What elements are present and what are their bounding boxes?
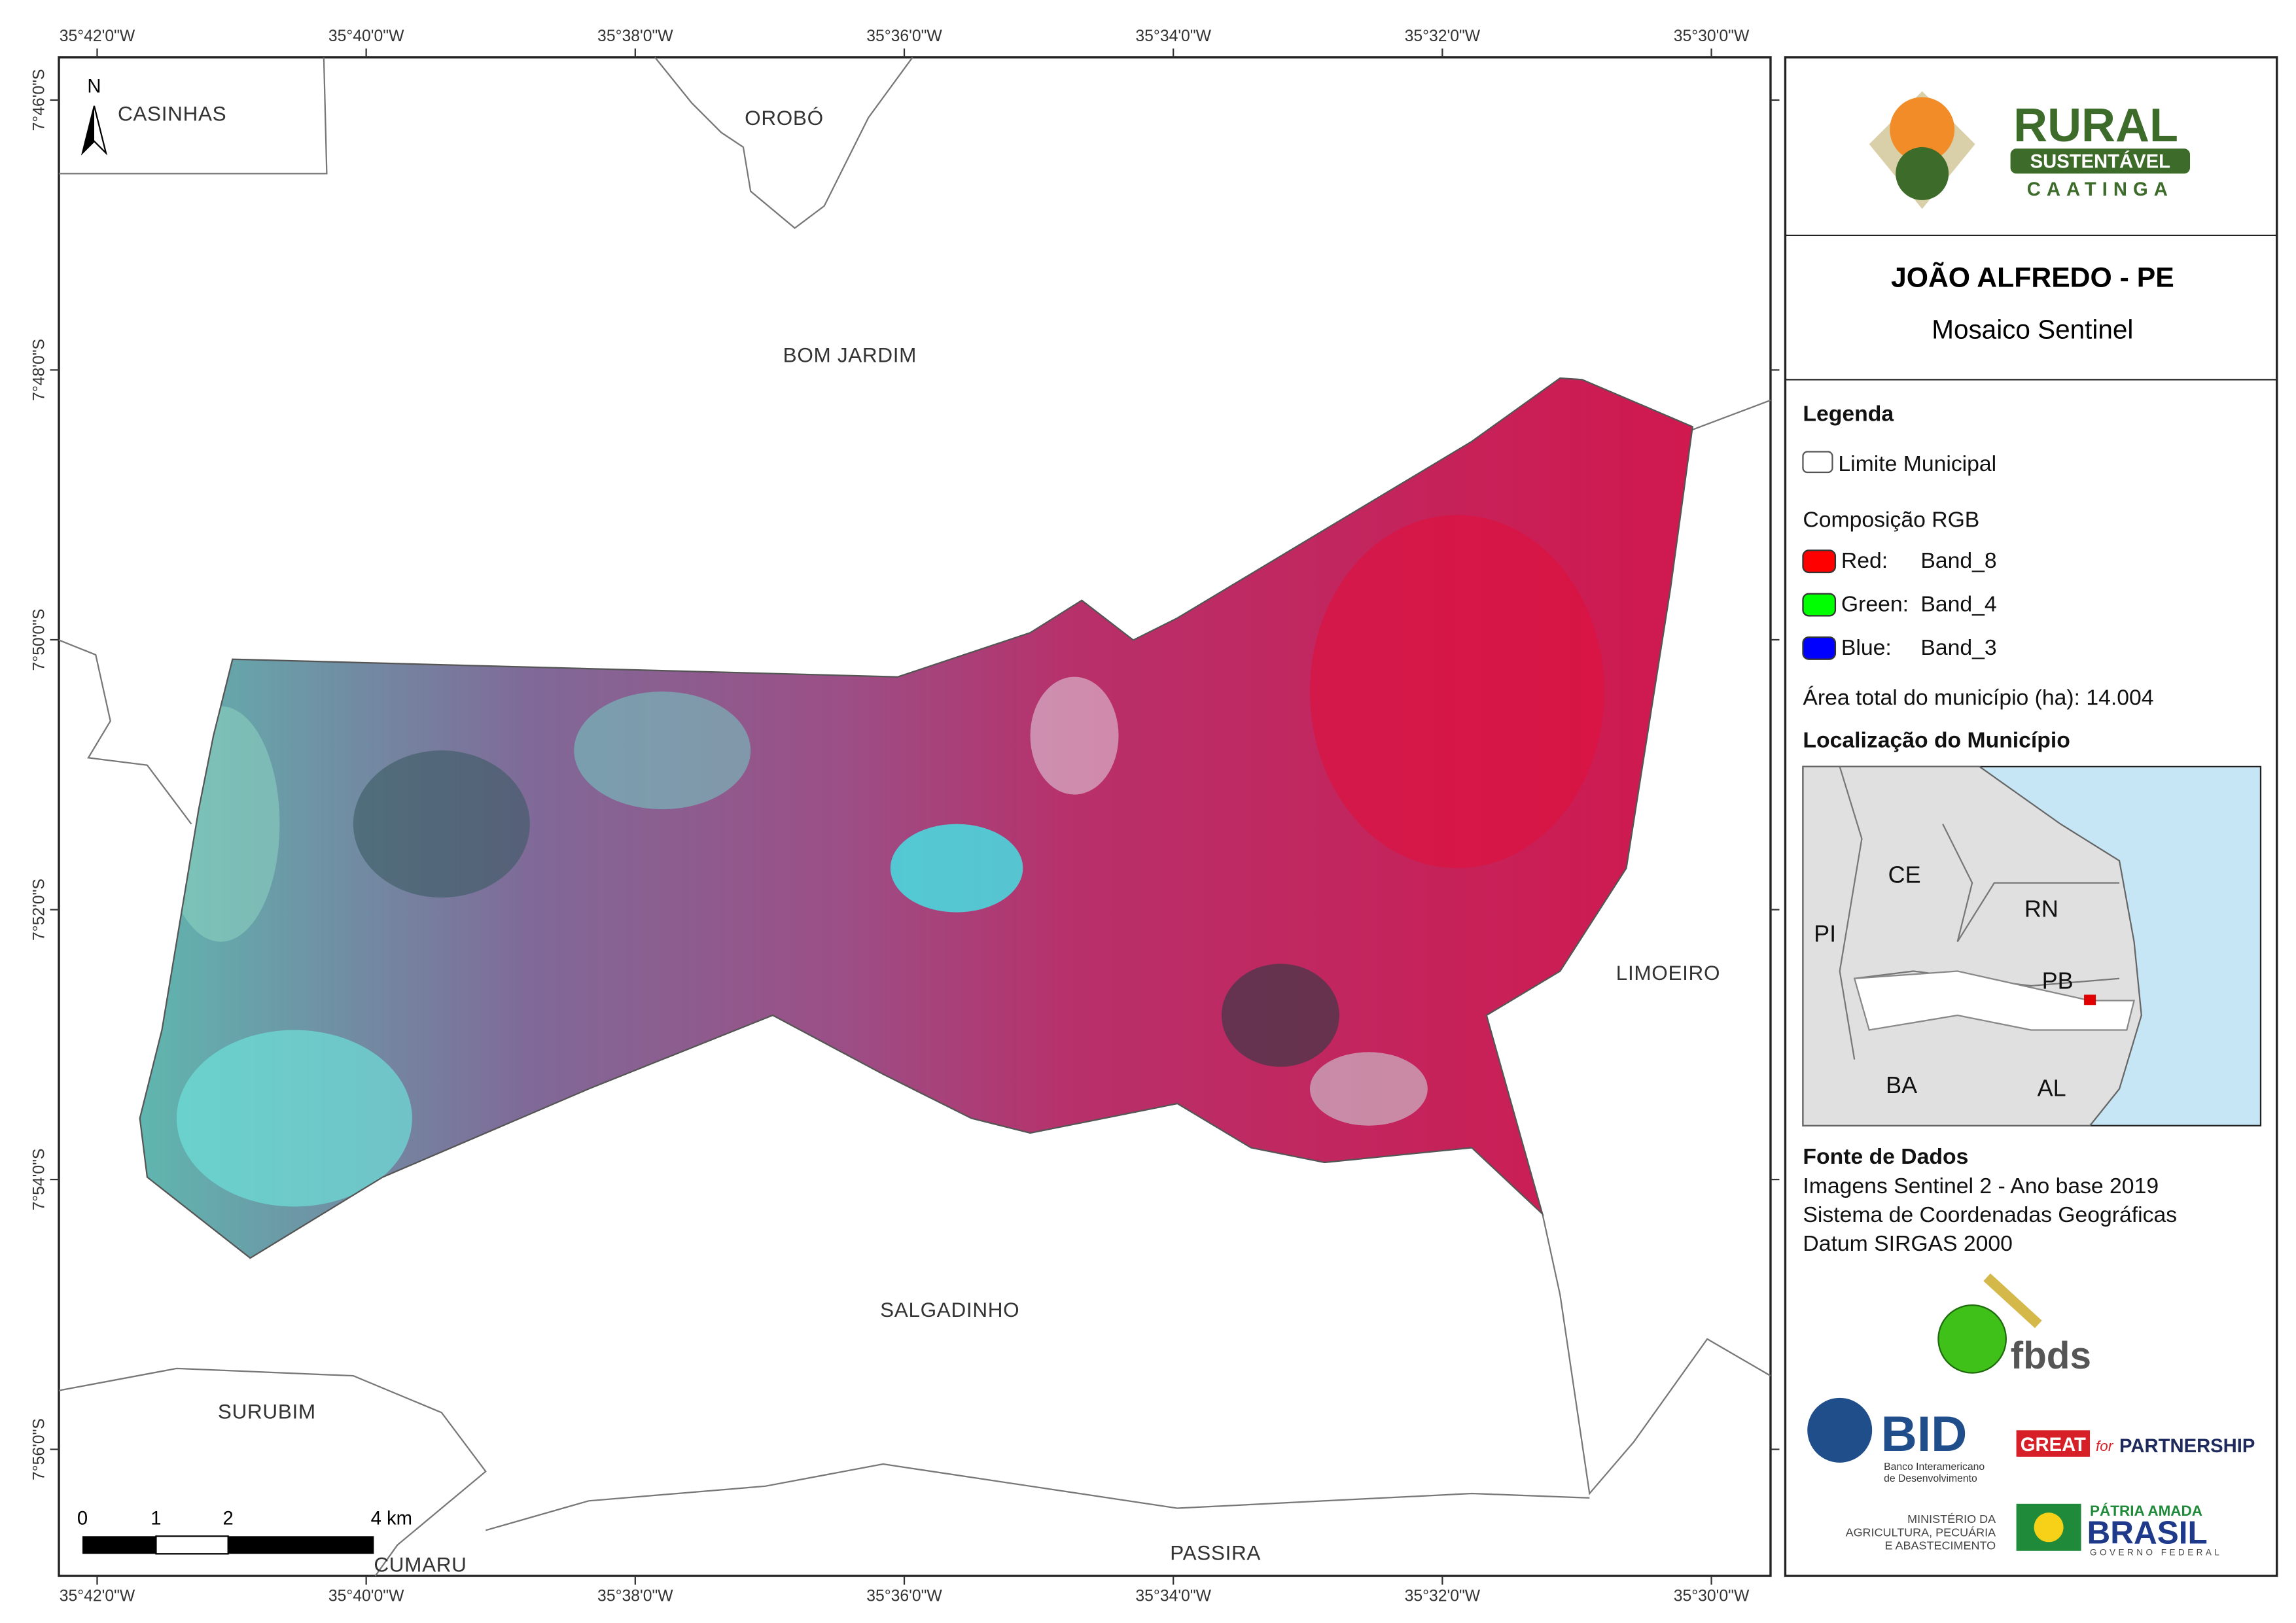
y-coord-label: 7°46'0"S [31,69,48,131]
logo-text: SUSTENTÁVEL [2030,150,2170,172]
scale-label: 0 [77,1508,88,1529]
scale-label: 2 [223,1508,234,1529]
place-label: SURUBIM [218,1399,316,1423]
legend-swatch [1802,593,1837,617]
location-title: Localização do Município [1803,728,2070,753]
source-line: Sistema de Coordenadas Geográficas [1803,1202,2177,1227]
y-coord-label: 7°50'0"S [31,609,48,671]
x-coord-label: 35°32'0"W [1405,27,1481,45]
y-coord-label: 7°48'0"S [31,339,48,401]
x-coord-label: 35°30'0"W [1674,27,1750,45]
place-label: CASINHAS [118,101,226,125]
legend-title: Legenda [1803,401,1894,426]
x-coord-label: 35°32'0"W [1405,1587,1481,1605]
state-label: PB [2042,968,2074,994]
place-label: PASSIRA [1170,1541,1261,1564]
subtitle: Mosaico Sentinel [1932,314,2133,344]
legend-label: Band_3 [1920,635,1996,660]
place-label: OROBÓ [745,106,824,130]
area-label: Área total do município (ha): 14.004 [1803,685,2153,710]
place-label: BOM JARDIM [783,343,917,366]
state-label: RN [2024,895,2058,922]
place-label: CUMARU [374,1552,467,1576]
scale-label: 1 [150,1508,161,1529]
scale-bar: 0 1 2 4 km [77,1508,412,1555]
rural-logo: RURAL SUSTENTÁVEL CAATINGA [1869,91,2191,209]
logo-text: BRASIL [2087,1515,2208,1551]
x-coord-label: 35°34'0"W [1135,27,1211,45]
logo-text: fbds [2011,1335,2091,1377]
title: JOÃO ALFREDO - PE [1891,262,2174,294]
north-label: N [87,77,101,97]
state-label: AL [2038,1075,2066,1102]
logo-text: PARTNERSHIP [2119,1436,2255,1457]
x-coord-label: 35°42'0"W [60,27,135,45]
x-coord-label: 35°38'0"W [597,1587,673,1605]
logo-text: BID [1881,1406,1968,1462]
legend-label: Band_4 [1920,592,1996,617]
x-coord-label: 35°36'0"W [866,1587,942,1605]
north-arrow: N [80,77,108,156]
legend-label: Composição RGB [1803,507,1979,532]
municipal-boundary [139,377,1693,1259]
x-coord-label: 35°42'0"W [60,1587,135,1605]
y-coord-label: 7°56'0"S [31,1418,48,1480]
x-coord-label: 35°34'0"W [1135,1587,1211,1605]
graticule-labels: 35°42'0"W 35°42'0"W 35°40'0"W 35°40'0"W 35°3… [31,27,1780,1605]
neighbor-boundaries [58,57,1771,1577]
logo-text: for [2096,1438,2114,1454]
logo-text: PÁTRIA AMADA [2090,1503,2202,1519]
place-label: LIMOEIRO [1616,961,1720,985]
logo-text: GOVERNO FEDERAL [2090,1548,2222,1558]
state-label: CE [1888,862,1921,888]
place-label: SALGADINHO [880,1298,1019,1321]
y-coord-label: 7°52'0"S [31,879,48,941]
legend-label: Blue: [1841,635,1892,660]
legend-swatch [1802,451,1833,474]
logo-text: E ABASTECIMENTO [1885,1539,1996,1552]
x-coord-label: 35°38'0"W [597,27,673,45]
logo-text: CAATINGA [2027,179,2174,200]
legend-label: Limite Municipal [1838,451,1996,476]
sources-title: Fonte de Dados [1803,1144,1968,1169]
scale-label: 4 km [371,1508,412,1529]
legend-swatch [1802,636,1837,660]
state-label: BA [1886,1072,1917,1098]
legend-label: Red: [1841,548,1888,573]
x-coord-label: 35°30'0"W [1674,1587,1750,1605]
logo-text: GREAT [2021,1435,2086,1456]
location-map [1802,765,2262,1126]
legend-label: Band_8 [1920,548,1996,573]
logo-text: MINISTÉRIO DA [1907,1512,1996,1526]
x-coord-label: 35°40'0"W [328,27,404,45]
logo-text: de Desenvolvimento [1884,1473,1977,1484]
y-coord-label: 7°54'0"S [31,1149,48,1211]
logo-text: RURAL [2013,99,2178,152]
legend-label: Green: [1841,592,1909,617]
source-line: Datum SIRGAS 2000 [1803,1231,2012,1256]
state-label: PI [1814,920,1836,947]
legend-bands: Red: Band_8 Green: Band_4 Blue: Band_3 [1802,548,1997,660]
logo-text: Banco Interamericano [1884,1461,1985,1473]
x-coord-label: 35°36'0"W [866,27,942,45]
x-coord-label: 35°40'0"W [328,1587,404,1605]
source-line: Imagens Sentinel 2 - Ano base 2019 [1803,1174,2159,1198]
legend-swatch [1802,550,1837,574]
logo-text: AGRICULTURA, PECUÁRIA [1846,1526,1996,1539]
partner-logos: fbds BID Banco Interamericano de Desenvo… [1807,1273,2255,1558]
